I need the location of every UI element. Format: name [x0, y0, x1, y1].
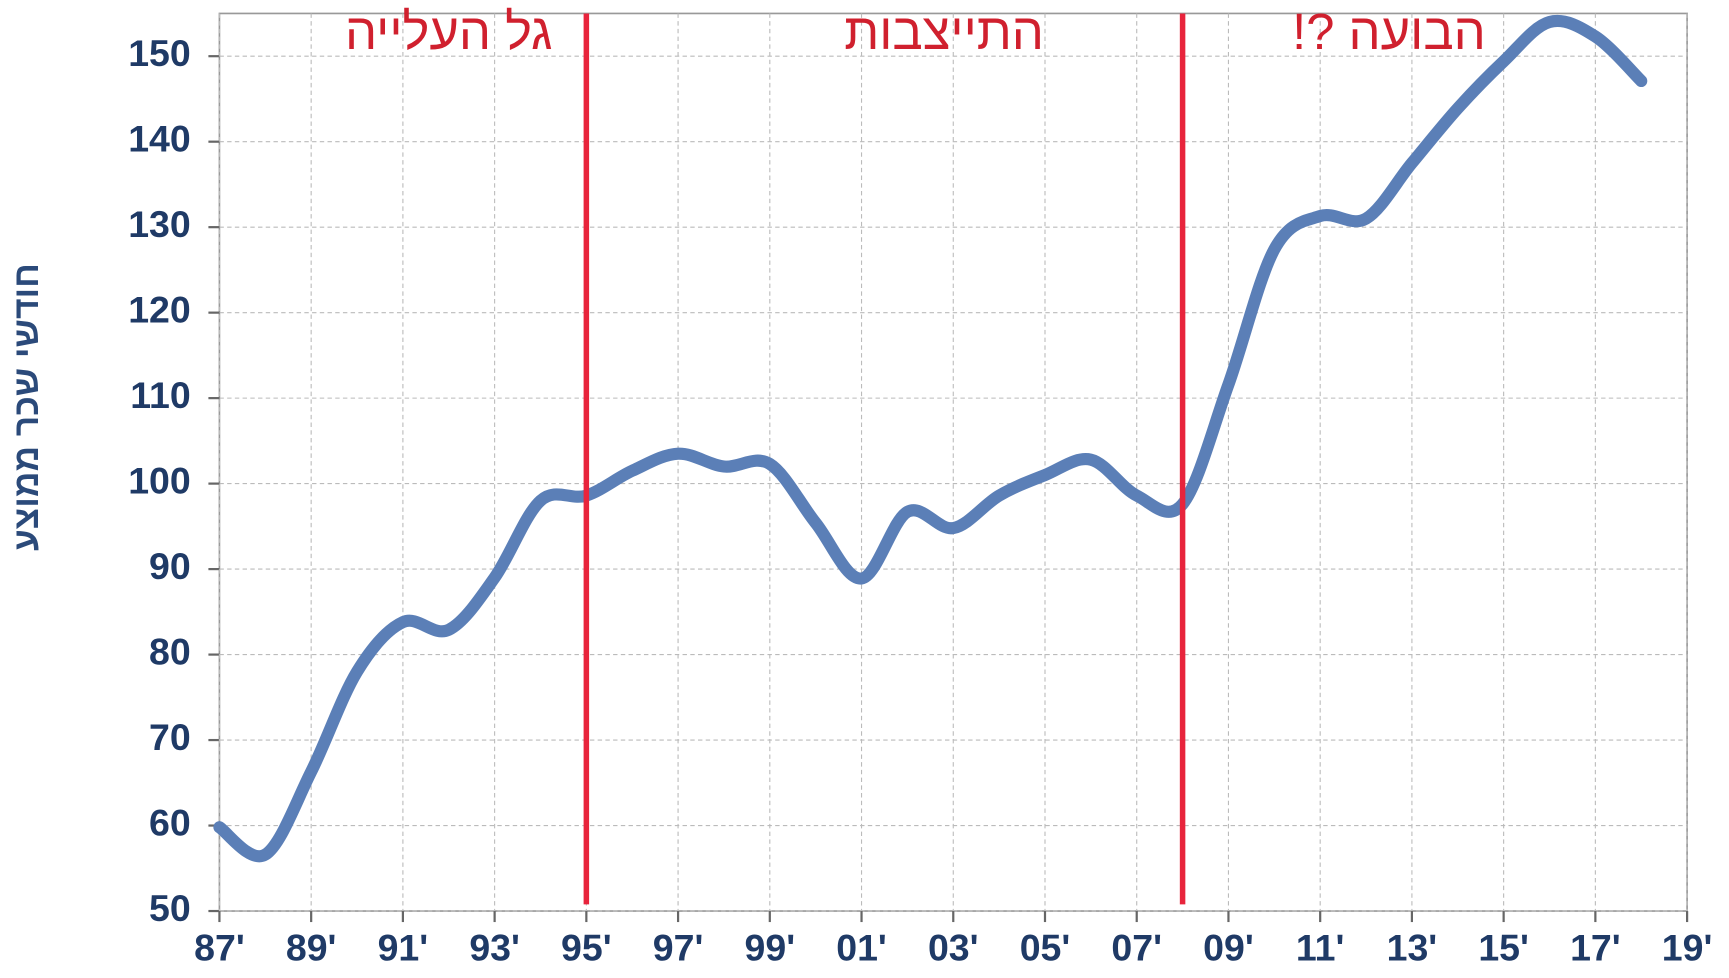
y-tick-label: 70 — [149, 716, 191, 758]
annotation: גל העלייה — [345, 3, 552, 60]
x-tick-label: 91' — [378, 927, 429, 969]
y-tick-label: 140 — [128, 118, 191, 160]
x-tick-label: 95' — [561, 927, 612, 969]
annotation: התייצבות — [844, 3, 1044, 60]
x-tick-label: 17' — [1570, 927, 1621, 969]
annotation: הבועה ?! — [1292, 3, 1486, 60]
x-tick-label: 01' — [836, 927, 887, 969]
y-axis-label: חודשי שכר ממוצע — [7, 263, 46, 551]
x-tick-label: 15' — [1478, 927, 1529, 969]
x-tick-label: 87' — [194, 927, 245, 969]
y-tick-label: 130 — [128, 203, 191, 245]
x-tick-label: 03' — [928, 927, 979, 969]
x-tick-label: 05' — [1020, 927, 1071, 969]
x-tick-label: 89' — [286, 927, 337, 969]
x-tick-label: 97' — [653, 927, 704, 969]
x-tick-label: 09' — [1203, 927, 1254, 969]
x-tick-label: 19' — [1662, 927, 1713, 969]
x-tick-label: 07' — [1111, 927, 1162, 969]
y-tick-label: 120 — [128, 289, 191, 331]
x-tick-label: 99' — [745, 927, 796, 969]
x-tick-label: 11' — [1296, 927, 1345, 969]
x-tick-label: 93' — [469, 927, 520, 969]
y-tick-label: 60 — [149, 801, 191, 843]
y-tick-label: 50 — [149, 887, 191, 929]
y-tick-label: 150 — [128, 32, 191, 74]
y-tick-label: 90 — [149, 545, 191, 587]
x-tick-label: 13' — [1387, 927, 1438, 969]
y-tick-label: 100 — [128, 460, 191, 502]
data-line — [213, 14, 1648, 863]
y-tick-label: 110 — [130, 374, 190, 416]
y-tick-label: 80 — [149, 630, 191, 672]
